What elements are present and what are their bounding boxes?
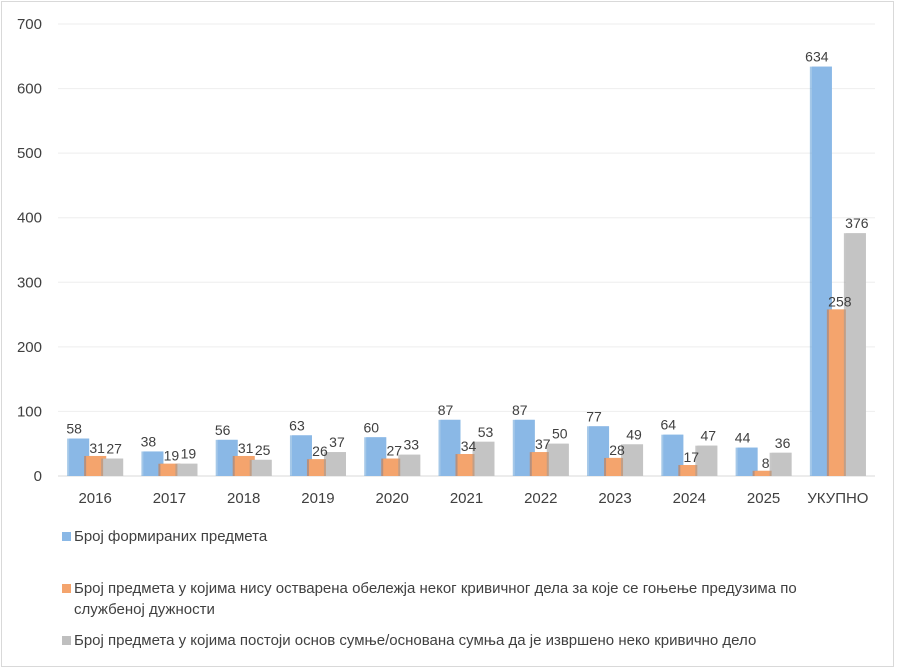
legend-swatch-orange [62, 584, 71, 593]
x-tick-label: 2023 [598, 490, 631, 507]
x-tick-label: 2017 [153, 490, 186, 507]
bar [845, 233, 866, 476]
data-label: 34 [461, 438, 477, 454]
legend-swatch-gray [62, 636, 71, 645]
bar [400, 454, 421, 476]
data-label: 258 [828, 293, 852, 309]
data-label: 47 [701, 428, 717, 444]
y-tick-label: 100 [17, 403, 42, 420]
bar [737, 447, 758, 476]
data-label: 63 [289, 417, 305, 433]
y-tick-label: 400 [17, 210, 42, 227]
bar [325, 452, 346, 476]
legend-label-formed: Број формираних предмета [74, 528, 268, 545]
bar [177, 463, 198, 476]
y-tick-label: 0 [34, 468, 42, 485]
bar [548, 443, 569, 476]
data-label: 37 [535, 436, 551, 452]
y-tick-label: 300 [17, 274, 42, 291]
x-tick-label: 2022 [524, 490, 557, 507]
x-tick-label: 2019 [301, 490, 334, 507]
y-tick-label: 700 [17, 16, 42, 33]
data-label: 49 [626, 426, 642, 442]
data-label: 19 [164, 448, 180, 464]
data-label: 38 [141, 433, 157, 449]
data-label: 19 [181, 446, 197, 462]
legend-swatch-blue [62, 532, 71, 541]
bar [251, 459, 272, 476]
x-tick-label: 2025 [747, 490, 780, 507]
data-label: 53 [478, 424, 494, 440]
bar [680, 465, 701, 476]
data-label: 27 [386, 443, 402, 459]
data-label: 50 [552, 426, 568, 442]
x-tick-label: УКУПНО [807, 490, 868, 507]
legend-label-suspicion: Број предмета у којима постоји основ сум… [74, 632, 757, 649]
bar [754, 470, 775, 476]
legend-label-no-elements: Број предмета у којима нису остварена об… [74, 580, 797, 618]
bar [474, 441, 495, 476]
data-label: 64 [661, 417, 677, 433]
data-label: 17 [684, 449, 700, 465]
data-label: 37 [329, 434, 345, 450]
data-label: 27 [106, 441, 122, 457]
data-label: 58 [66, 421, 82, 437]
x-tick-label: 2020 [376, 490, 409, 507]
y-tick-label: 200 [17, 339, 42, 356]
x-tick-label: 2021 [450, 490, 483, 507]
data-label: 56 [215, 422, 231, 438]
x-tick-label: 2018 [227, 490, 260, 507]
bar [623, 444, 644, 476]
y-tick-label: 500 [17, 145, 42, 162]
bar [697, 445, 718, 476]
x-tick-label: 2016 [78, 490, 111, 507]
data-label: 33 [403, 437, 419, 453]
data-label: 60 [363, 419, 379, 435]
data-label: 25 [255, 442, 271, 458]
data-label: 87 [438, 402, 454, 418]
bar [771, 452, 792, 476]
data-label: 376 [845, 215, 869, 231]
bar [103, 458, 124, 476]
data-label: 31 [89, 440, 105, 456]
data-label: 77 [586, 408, 602, 424]
y-tick-label: 600 [17, 81, 42, 98]
data-label: 87 [512, 402, 528, 418]
data-label: 31 [238, 440, 254, 456]
data-label: 634 [805, 49, 829, 65]
data-label: 26 [312, 443, 328, 459]
data-label: 28 [609, 442, 625, 458]
x-tick-label: 2024 [673, 490, 706, 507]
data-label: 8 [762, 455, 770, 471]
data-label: 36 [775, 435, 791, 451]
data-label: 44 [735, 430, 751, 446]
